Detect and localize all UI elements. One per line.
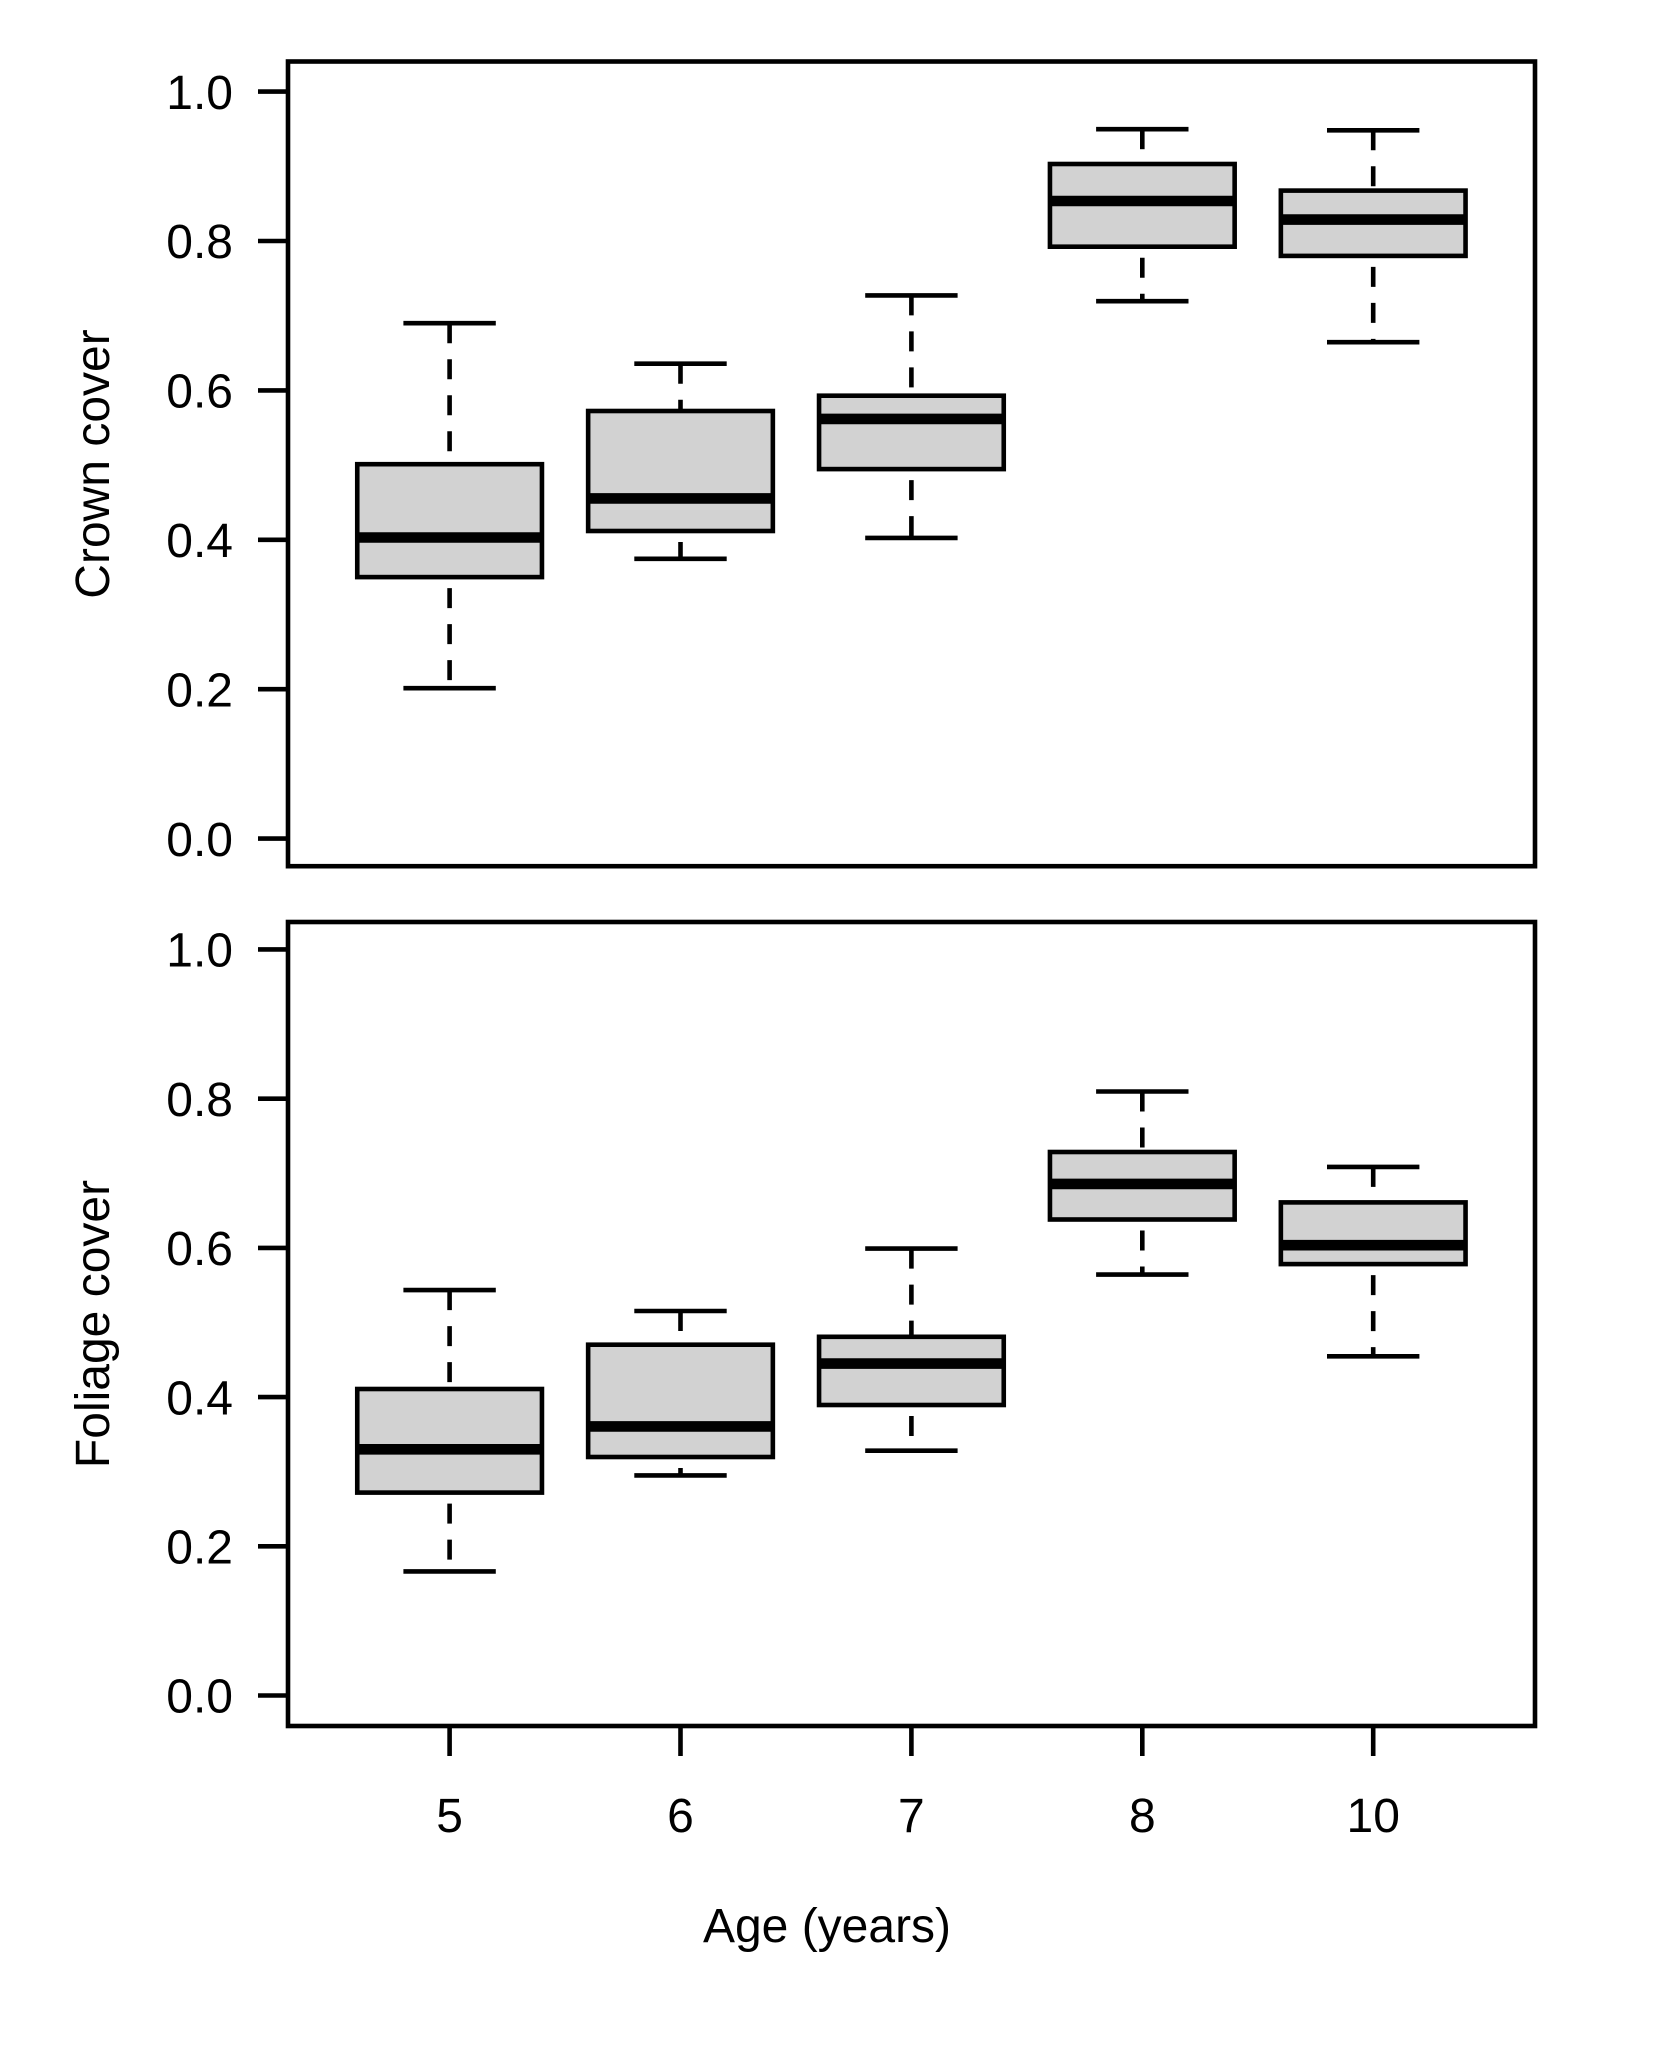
svg-text:1.0: 1.0 <box>166 925 233 978</box>
svg-text:Crown cover: Crown cover <box>67 329 120 598</box>
svg-text:0.8: 0.8 <box>166 216 233 269</box>
svg-text:0.2: 0.2 <box>166 1522 233 1575</box>
svg-text:5: 5 <box>436 1790 463 1843</box>
svg-text:8: 8 <box>1129 1790 1156 1843</box>
svg-text:0.2: 0.2 <box>166 664 233 717</box>
svg-text:0.0: 0.0 <box>166 1671 233 1724</box>
svg-text:1.0: 1.0 <box>166 67 233 120</box>
svg-text:6: 6 <box>667 1790 694 1843</box>
svg-text:0.6: 0.6 <box>166 366 233 419</box>
svg-text:0.4: 0.4 <box>166 1372 233 1425</box>
svg-text:Foliage cover: Foliage cover <box>67 1180 120 1468</box>
svg-text:0.8: 0.8 <box>166 1074 233 1127</box>
svg-text:0.0: 0.0 <box>166 814 233 867</box>
svg-text:Age (years): Age (years) <box>703 1900 951 1953</box>
svg-text:0.4: 0.4 <box>166 515 233 568</box>
svg-text:7: 7 <box>898 1790 925 1843</box>
svg-text:10: 10 <box>1347 1790 1400 1843</box>
svg-text:0.6: 0.6 <box>166 1223 233 1276</box>
